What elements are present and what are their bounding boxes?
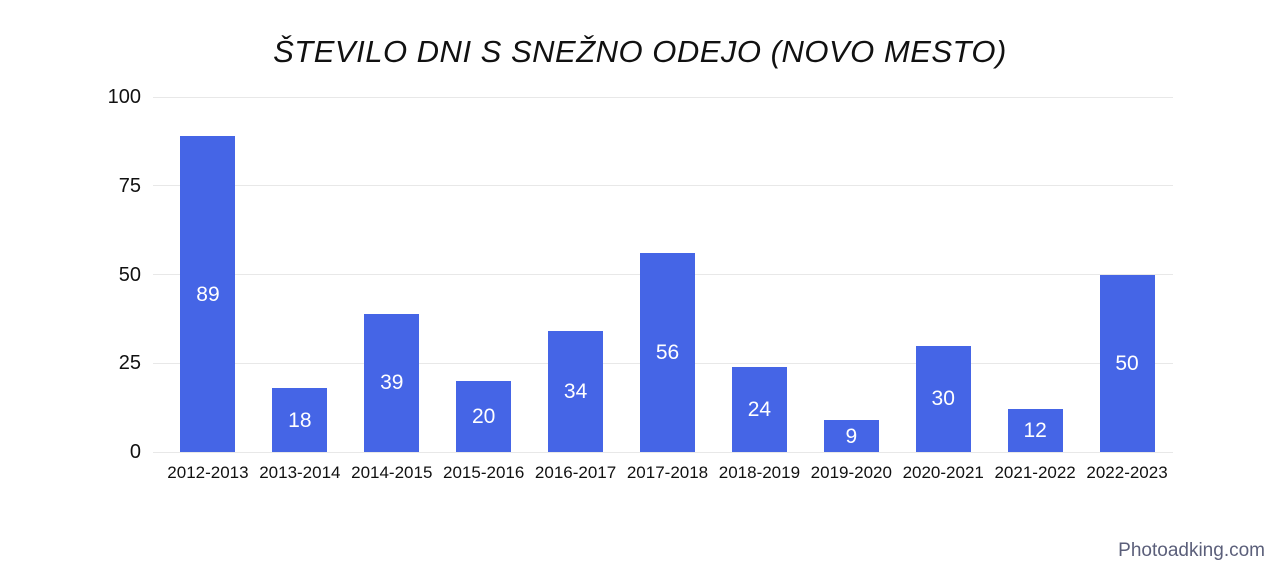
bar-value-label: 50 bbox=[1115, 351, 1139, 375]
bar: 30 bbox=[915, 345, 971, 452]
y-axis-tick-label: 75 bbox=[118, 174, 141, 197]
x-axis-category-label: 2012-2013 bbox=[167, 463, 249, 482]
bar-value-label: 56 bbox=[655, 341, 680, 365]
bar: 89 bbox=[180, 136, 236, 452]
watermark: Photoadking.com bbox=[1118, 540, 1265, 561]
x-axis-category-label: 2019-2020 bbox=[810, 463, 892, 482]
gridline bbox=[153, 185, 1173, 187]
bar-value-label: 18 bbox=[288, 408, 312, 432]
bar-value-label: 12 bbox=[1023, 419, 1047, 443]
y-axis-tick-label: 100 bbox=[107, 86, 141, 108]
bar-value-label: 9 bbox=[845, 424, 858, 448]
bar: 24 bbox=[731, 366, 787, 452]
bar: 20 bbox=[456, 381, 512, 452]
bar: 12 bbox=[1007, 409, 1063, 452]
x-axis-category-label: 2021-2022 bbox=[994, 463, 1076, 482]
bar-value-label: 24 bbox=[747, 397, 772, 421]
x-axis-category-label: 2015-2016 bbox=[443, 463, 525, 482]
x-axis-category-label: 2016-2017 bbox=[534, 463, 617, 482]
bar: 34 bbox=[548, 331, 604, 452]
bar: 39 bbox=[364, 313, 420, 452]
gridline bbox=[153, 96, 1173, 98]
gridline bbox=[153, 451, 1173, 453]
x-axis-category-label: 2013-2014 bbox=[259, 463, 341, 482]
y-axis-tick-label: 25 bbox=[118, 352, 141, 375]
bar-value-label: 20 bbox=[471, 405, 496, 428]
x-axis-category-label: 2018-2019 bbox=[718, 463, 801, 482]
bar-value-label: 34 bbox=[563, 380, 588, 404]
bar: 50 bbox=[1099, 274, 1155, 452]
x-axis-category-label: 2017-2018 bbox=[626, 463, 709, 482]
bar: 9 bbox=[823, 420, 879, 452]
bar-value-label: 39 bbox=[380, 371, 404, 395]
bar: 56 bbox=[640, 253, 695, 452]
x-axis-category-label: 2022-2023 bbox=[1086, 463, 1168, 482]
plot-area: 0 25 50 75 100 89 2012-2013 18 2013-2014 39 2014-2… bbox=[108, 87, 1173, 482]
x-axis-category-label: 2014-2015 bbox=[351, 463, 433, 482]
bar-value-label: 30 bbox=[931, 387, 955, 411]
bar-value-label: 89 bbox=[196, 282, 220, 306]
x-axis-category-label: 2020-2021 bbox=[902, 463, 984, 482]
bar: 18 bbox=[272, 388, 328, 452]
chart-title: ŠTEVILO DNI S SNEŽNO ODEJO (NOVO MESTO) bbox=[273, 34, 1007, 69]
y-axis-tick-label: 50 bbox=[118, 263, 141, 286]
y-axis-tick-label: 0 bbox=[129, 441, 141, 463]
